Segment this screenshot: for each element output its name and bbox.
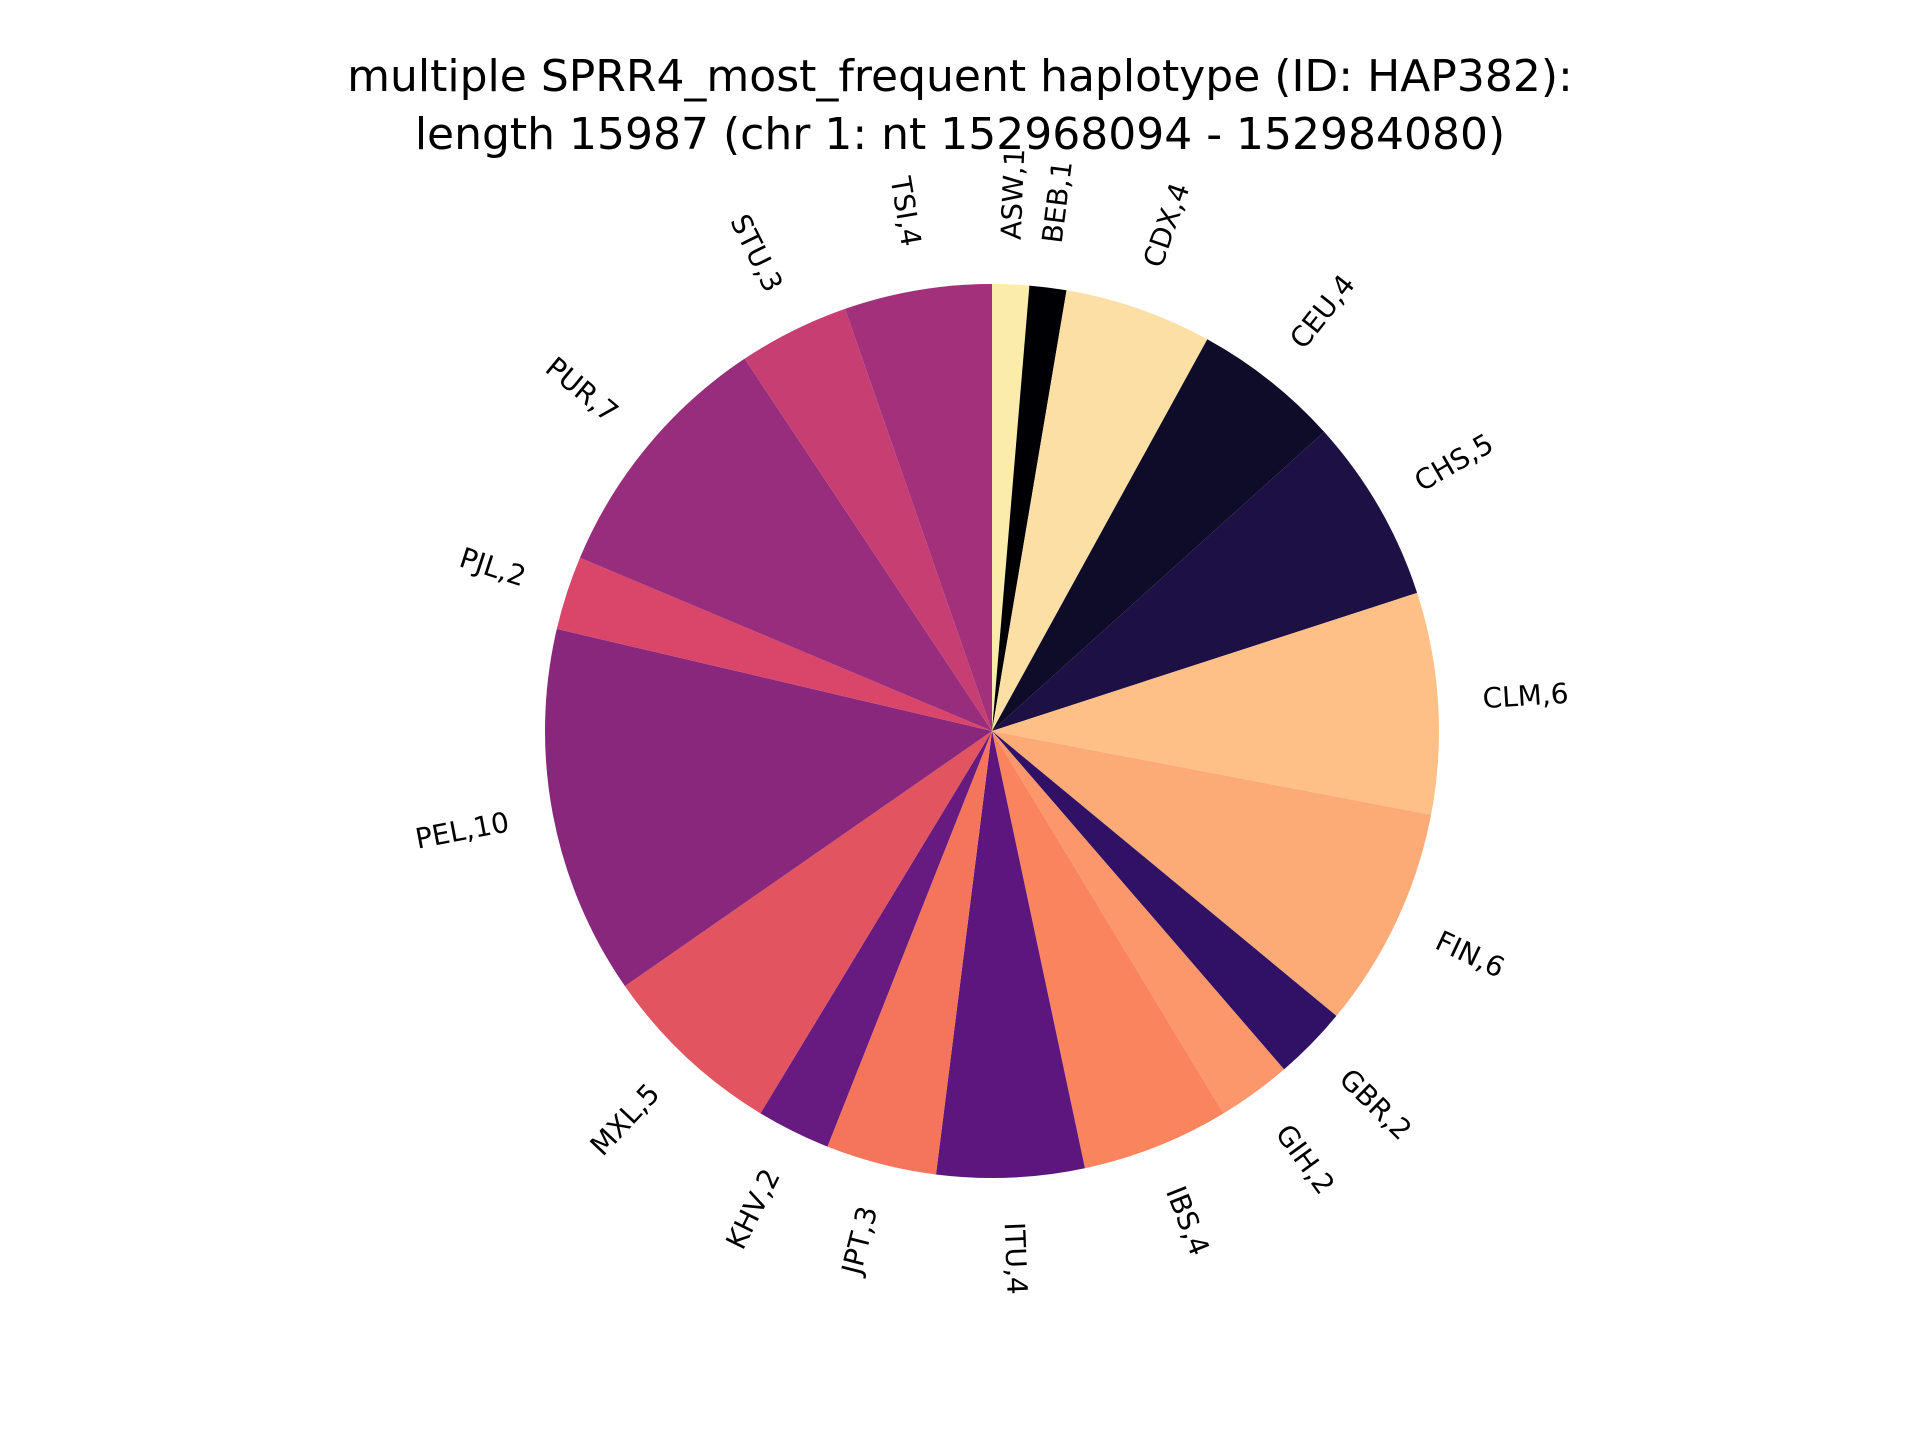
pie-slice-beb [992,285,1067,731]
pie-label-beb: BEB,1 [1036,159,1079,245]
pie-slice-tsi [845,283,992,731]
pie-slice-khv [760,731,992,1147]
pie-slice-ceu [992,339,1325,731]
pie-label-pur: PUR,7 [539,350,624,429]
pie-slice-asw [992,284,1030,731]
pie-slice-pel [545,628,992,987]
pie-slice-stu [744,308,992,731]
pie-label-khv: KHV,2 [719,1163,786,1254]
pie-label-itu: ITU,4 [998,1222,1034,1296]
chart-title-line-2: length 15987 (chr 1: nt 152968094 - 1529… [414,109,1506,160]
pie-slice-mxl [624,731,992,1114]
pie-slice-chs [992,431,1418,731]
pie-label-ibs: IBS,4 [1159,1182,1216,1261]
pie-slice-pur [579,358,992,731]
pie-label-pel: PEL,10 [413,805,512,855]
pie-slice-gih [992,731,1285,1114]
pie-slice-cdx [992,290,1208,731]
pie-label-clm: CLM,6 [1482,677,1570,715]
pie-slices [545,283,1439,1179]
pie-label-ceu: CEU,4 [1283,268,1361,355]
pie-label-jpt: JPT,3 [835,1203,885,1280]
pie-label-fin: FIN,6 [1431,924,1510,985]
pie-label-gih: GIH,2 [1269,1118,1341,1200]
chart-title: multiple SPRR4_most_frequent haplotype (… [0,48,1920,164]
pie-slice-clm [992,592,1439,815]
pie-slice-pjl [556,557,992,731]
pie-slice-gbr [992,731,1337,1070]
pie-label-gbr: GBR,2 [1333,1062,1418,1147]
pie-slice-ibs [992,731,1224,1169]
pie-label-stu: STU,3 [723,209,789,297]
chart-title-line-1: multiple SPRR4_most_frequent haplotype (… [347,51,1573,102]
pie-label-mxl: MXL,5 [584,1077,667,1162]
pie-label-tsi: TSI,4 [883,173,927,248]
pie-slice-itu [935,731,1085,1179]
pie-label-chs: CHS,5 [1409,427,1499,498]
pie-slice-jpt [827,731,992,1175]
pie-label-pjl: PJL,2 [456,541,530,593]
pie-slice-fin [992,731,1432,1016]
pie-label-asw: ASW,1 [995,148,1032,241]
pie-label-cdx: CDX,4 [1137,179,1197,272]
